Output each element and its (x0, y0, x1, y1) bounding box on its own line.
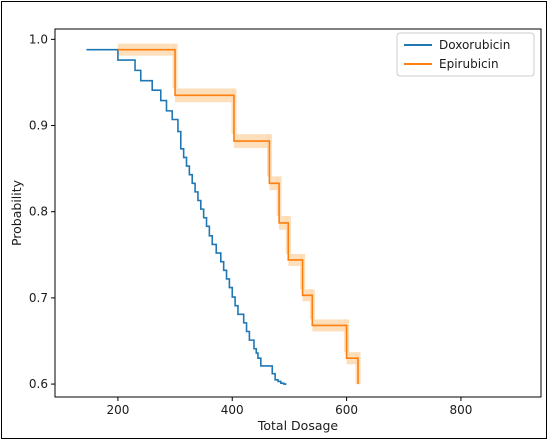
x-tick-label: 400 (221, 403, 244, 417)
series-line-doxorubicin (86, 48, 287, 385)
series-lines (86, 48, 359, 385)
legend-box (396, 32, 535, 77)
legend-label-doxorubicin: Doxorubicin (439, 38, 510, 52)
plot-area (54, 28, 542, 398)
confidence-bands (117, 43, 361, 385)
legend: Doxorubicin Epirubicin (396, 32, 535, 77)
y-tick-label: 0.9 (29, 119, 48, 133)
x-axis-ticks: 200 400 600 800 (106, 397, 472, 417)
y-tick-label: 0.8 (29, 205, 48, 219)
y-axis-ticks: 0.6 0.7 0.8 0.9 1.0 (29, 32, 55, 391)
y-tick-label: 1.0 (29, 32, 48, 46)
y-tick-label: 0.7 (29, 291, 48, 305)
x-axis-label: Total Dosage (257, 418, 339, 433)
legend-label-epirubicin: Epirubicin (439, 57, 499, 71)
x-tick-label: 200 (106, 403, 129, 417)
y-axis-label: Probability (9, 179, 24, 246)
x-tick-label: 800 (449, 403, 472, 417)
series-line-epirubicin (117, 48, 359, 385)
y-tick-label: 0.6 (29, 377, 48, 391)
x-tick-label: 600 (335, 403, 358, 417)
